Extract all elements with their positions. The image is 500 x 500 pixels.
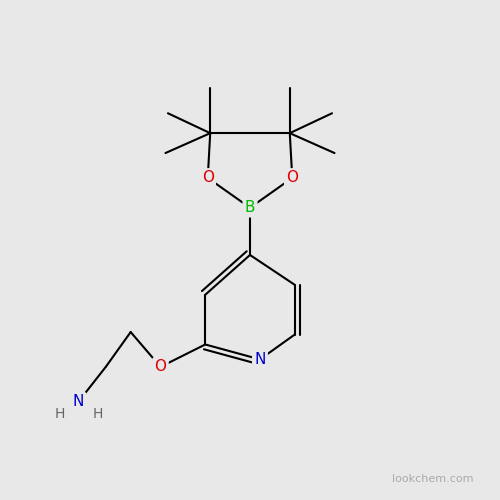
Text: H: H bbox=[54, 407, 65, 421]
Text: O: O bbox=[286, 170, 298, 186]
Text: N: N bbox=[73, 394, 84, 409]
Text: B: B bbox=[245, 200, 256, 215]
Text: N: N bbox=[254, 352, 266, 367]
Text: H: H bbox=[92, 407, 102, 421]
Text: O: O bbox=[202, 170, 213, 186]
Text: O: O bbox=[154, 360, 166, 374]
Text: lookchem.com: lookchem.com bbox=[392, 474, 474, 484]
